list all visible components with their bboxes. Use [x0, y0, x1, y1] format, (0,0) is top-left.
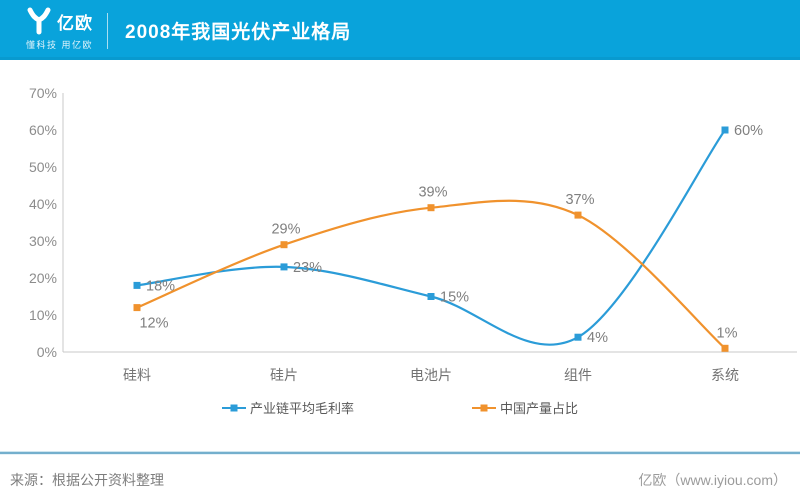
- data-label: 15%: [440, 290, 469, 306]
- data-marker: [721, 126, 729, 134]
- logo-block: 亿欧 懂科技 用亿欧: [26, 7, 106, 55]
- data-marker: [280, 263, 288, 271]
- header-bar: 亿欧 懂科技 用亿欧 2008年我国光伏产业格局: [0, 0, 800, 60]
- legend-label: 中国产量占比: [500, 401, 579, 416]
- data-label: 1%: [717, 325, 738, 341]
- x-category-label: 电池片: [410, 367, 452, 383]
- x-category-label: 系统: [711, 367, 739, 383]
- logo-tagline: 懂科技 用亿欧: [26, 40, 94, 50]
- yiou-logo-icon: [27, 7, 51, 35]
- x-category-label: 硅片: [270, 367, 298, 383]
- legend-line-marker-icon: [472, 404, 496, 411]
- legend-item-gross-margin: 产业链平均毛利率: [221, 398, 354, 417]
- y-tick-label: 70%: [29, 85, 57, 101]
- footer-divider: [0, 451, 800, 455]
- data-marker: [427, 204, 435, 212]
- page-title: 2008年我国光伏产业格局: [125, 21, 352, 43]
- legend-line-marker-icon: [221, 404, 246, 411]
- series-line-1: [136, 199, 726, 350]
- source-note: 来源：根据公开资料整理: [10, 472, 164, 488]
- y-tick-label: 20%: [29, 270, 57, 286]
- data-label: 37%: [565, 192, 594, 208]
- y-tick-label: 10%: [29, 307, 57, 323]
- y-tick-label: 30%: [29, 233, 57, 249]
- data-label: 60%: [734, 123, 763, 139]
- data-marker: [574, 333, 582, 341]
- data-marker: [280, 241, 288, 249]
- data-label: 23%: [293, 260, 322, 276]
- y-tick-label: 50%: [29, 159, 57, 175]
- x-category-label: 硅料: [123, 367, 151, 383]
- logo-text: 亿欧: [57, 13, 93, 33]
- header-divider: [107, 13, 108, 49]
- legend-label: 产业链平均毛利率: [249, 401, 354, 416]
- chart-legend: 产业链平均毛利率 中国产量占比: [0, 398, 800, 417]
- data-label: 4%: [587, 330, 608, 346]
- data-marker: [133, 304, 141, 312]
- footer: 来源：根据公开资料整理 亿欧（www.iyiou.com）: [0, 468, 800, 492]
- data-label: 29%: [271, 222, 300, 238]
- series-line-0: [136, 129, 726, 346]
- site-credit: 亿欧（www.iyiou.com）: [638, 472, 787, 488]
- data-marker: [721, 344, 729, 352]
- y-tick-label: 60%: [29, 122, 57, 138]
- legend-item-china-output-share: 中国产量占比: [472, 398, 578, 417]
- x-category-label: 组件: [564, 367, 592, 383]
- data-label: 18%: [146, 278, 175, 294]
- data-marker: [427, 293, 435, 300]
- data-label: 12%: [139, 316, 168, 332]
- data-label: 39%: [418, 185, 447, 201]
- data-marker: [133, 281, 141, 289]
- data-marker: [574, 211, 582, 219]
- y-tick-label: 0%: [37, 344, 57, 360]
- y-tick-label: 40%: [29, 196, 57, 212]
